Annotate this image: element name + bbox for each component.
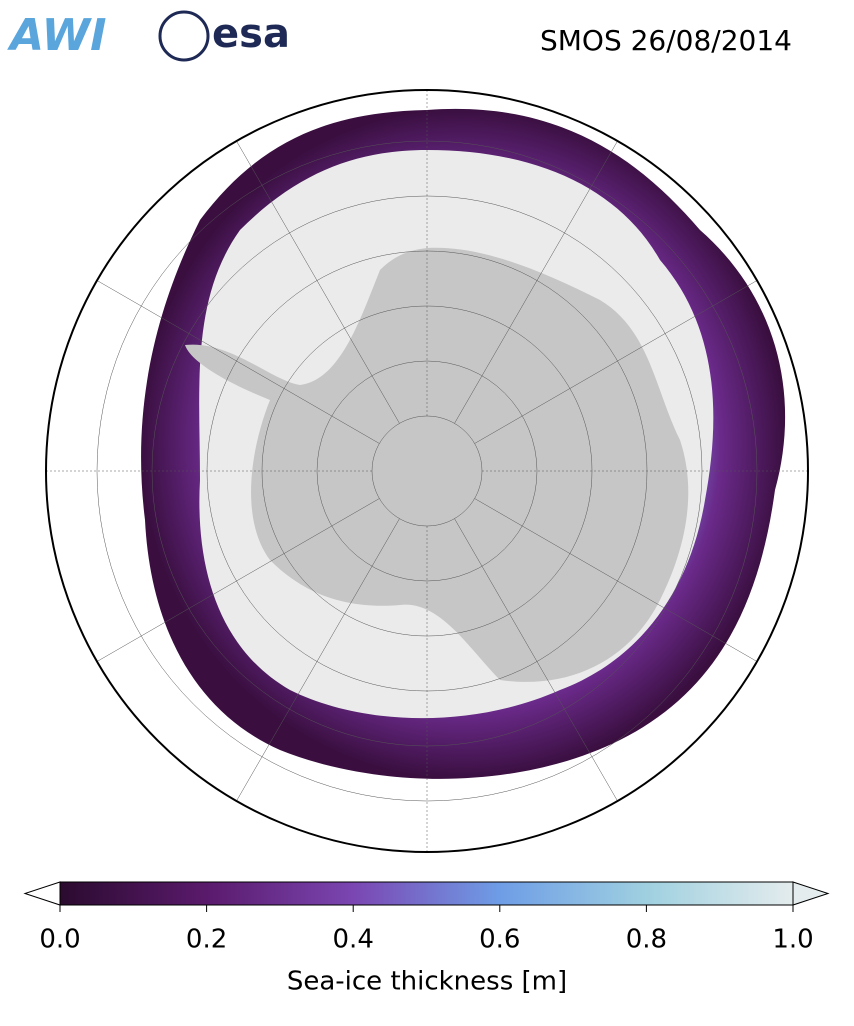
map: [46, 90, 808, 852]
logo-esa: esa: [158, 10, 290, 62]
tick-label: 0.2: [186, 925, 227, 955]
extend-max: [792, 881, 830, 906]
tick-label: 1.0: [772, 925, 813, 955]
meridian-line: [454, 518, 628, 818]
esa-globe: [158, 10, 210, 62]
map-frame: [45, 89, 809, 853]
latitude-line: [96, 140, 758, 802]
tick-label: 0.8: [626, 925, 667, 955]
logo-text: AWI: [7, 10, 107, 61]
meridian-line: [226, 518, 400, 818]
colorbar-body: [59, 881, 794, 906]
logo-text: esa: [212, 11, 290, 57]
meridian-line: [80, 498, 380, 672]
meridian-line: [474, 498, 774, 672]
colorbar: Sea-ice thickness [m] 0.0 0.2 0.4 0.6 0.8 1.0: [23, 881, 830, 997]
meridian-line: [454, 124, 628, 424]
meridian-line: [80, 270, 380, 444]
title: SMOS 26/08/2014: [540, 24, 792, 57]
meridian-line: [474, 270, 774, 444]
graticule: [46, 90, 808, 852]
tick-label: 0.4: [333, 925, 374, 955]
logo-awi: AWI: [7, 10, 107, 61]
latitude-line: [316, 360, 538, 582]
tick-label: 0.0: [39, 925, 80, 955]
meridian-line: [226, 124, 400, 424]
extend-min: [23, 881, 61, 906]
colorbar-label: Sea-ice thickness [m]: [287, 967, 567, 997]
tick-label: 0.6: [479, 925, 520, 955]
antarctica: [185, 247, 689, 682]
